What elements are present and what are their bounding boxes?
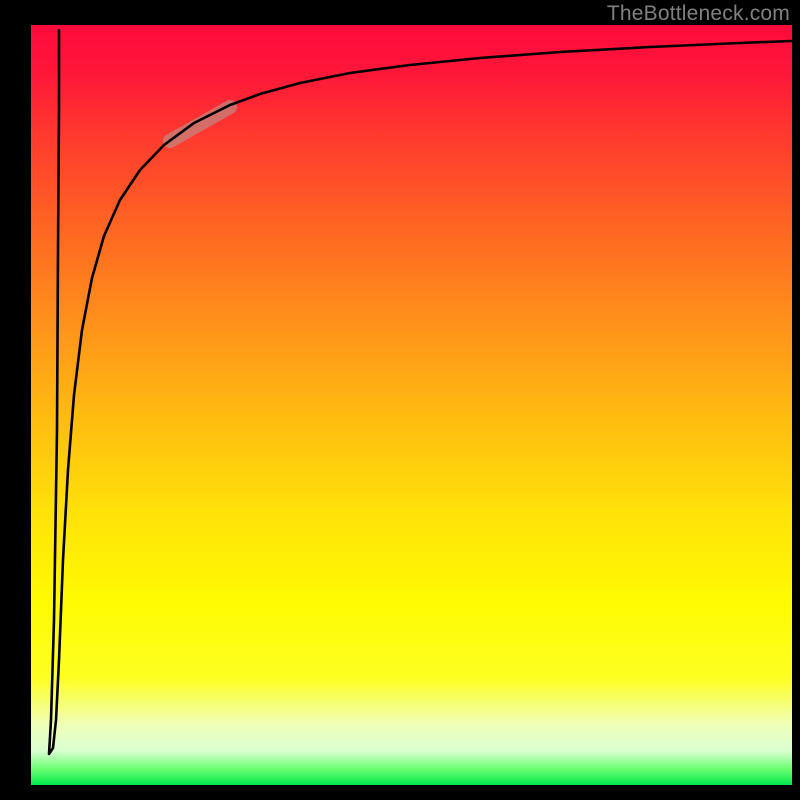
plot-gradient-background bbox=[31, 25, 792, 785]
watermark-text: TheBottleneck.com bbox=[607, 2, 790, 26]
frame-border-left bbox=[0, 0, 31, 800]
chart-stage: TheBottleneck.com bbox=[0, 0, 800, 800]
frame-border-right bbox=[792, 0, 800, 800]
frame-border-bottom bbox=[0, 785, 800, 800]
